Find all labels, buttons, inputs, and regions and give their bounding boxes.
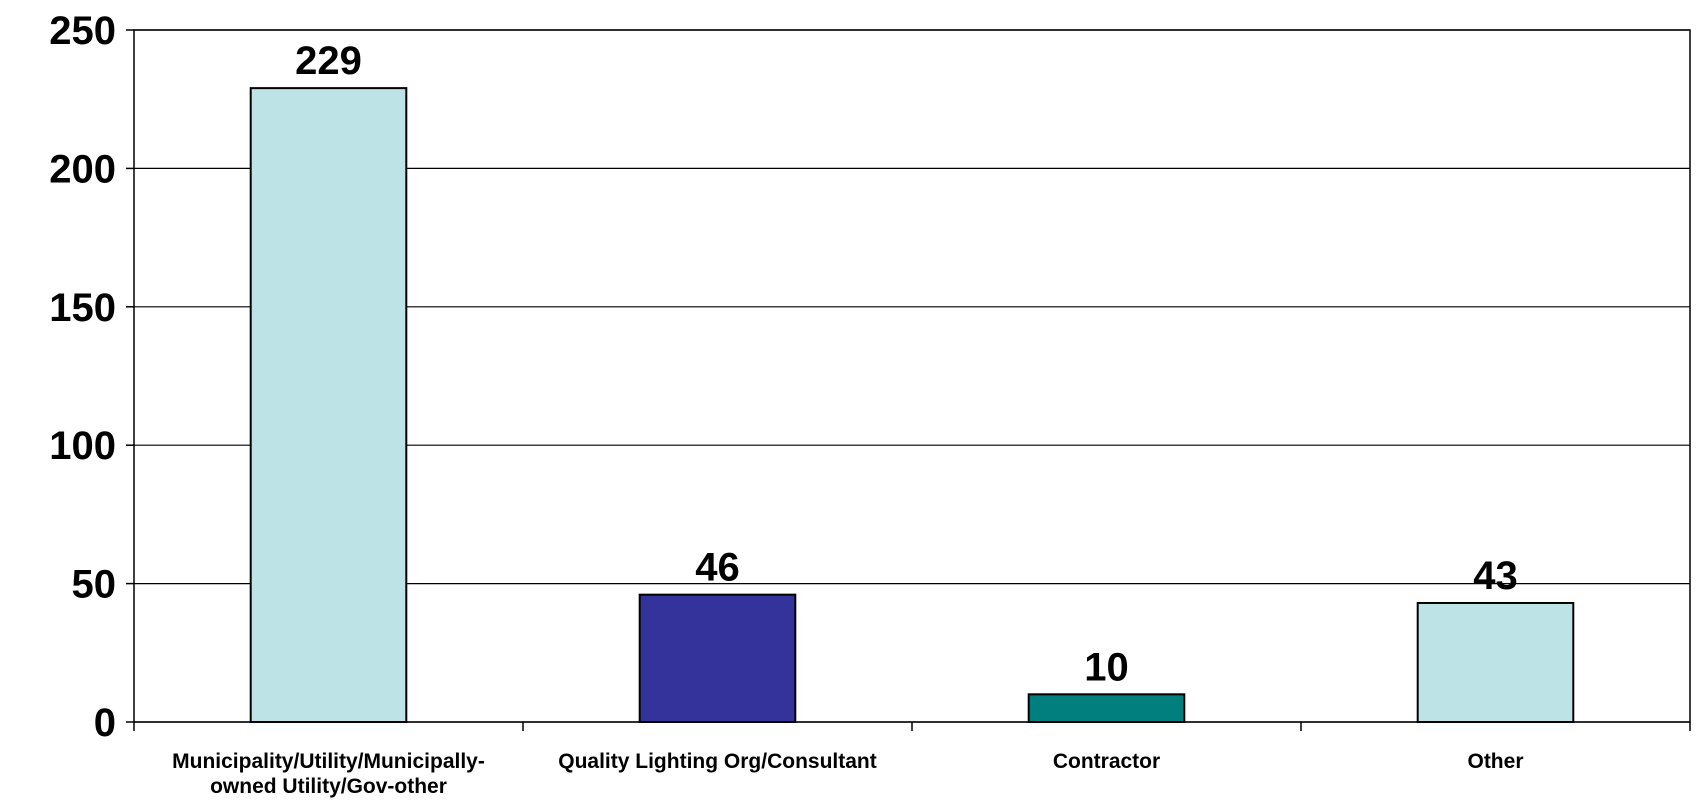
y-tick-label: 0 bbox=[94, 701, 116, 745]
category-labels: Municipality/Utility/Municipally-owned U… bbox=[172, 750, 1523, 798]
bar bbox=[638, 593, 797, 723]
bar bbox=[1416, 601, 1575, 724]
x-tick-label: Municipality/Utility/Municipally- bbox=[172, 750, 485, 773]
y-tick-label: 150 bbox=[49, 286, 116, 330]
x-tick-label: Quality Lighting Org/Consultant bbox=[558, 750, 876, 773]
bars bbox=[249, 87, 1575, 724]
data-label: 46 bbox=[695, 546, 740, 590]
y-tick-label: 50 bbox=[72, 563, 117, 607]
data-label: 43 bbox=[1473, 554, 1518, 598]
x-tick-label: Other bbox=[1467, 750, 1523, 773]
y-tick-label: 200 bbox=[49, 147, 116, 191]
x-tick-label: Contractor bbox=[1053, 750, 1160, 773]
y-tick-label: 250 bbox=[49, 9, 116, 53]
x-axis bbox=[133, 722, 1691, 731]
y-axis: 0 50 100 150 200 250 bbox=[49, 9, 134, 745]
y-tick-label: 100 bbox=[49, 424, 116, 468]
data-label: 229 bbox=[295, 39, 362, 83]
bar bbox=[1027, 693, 1186, 724]
data-label: 10 bbox=[1084, 645, 1129, 689]
bar bbox=[249, 87, 408, 724]
data-labels: 229 46 10 43 bbox=[295, 39, 1518, 689]
x-tick-label: owned Utility/Gov-other bbox=[210, 775, 447, 798]
